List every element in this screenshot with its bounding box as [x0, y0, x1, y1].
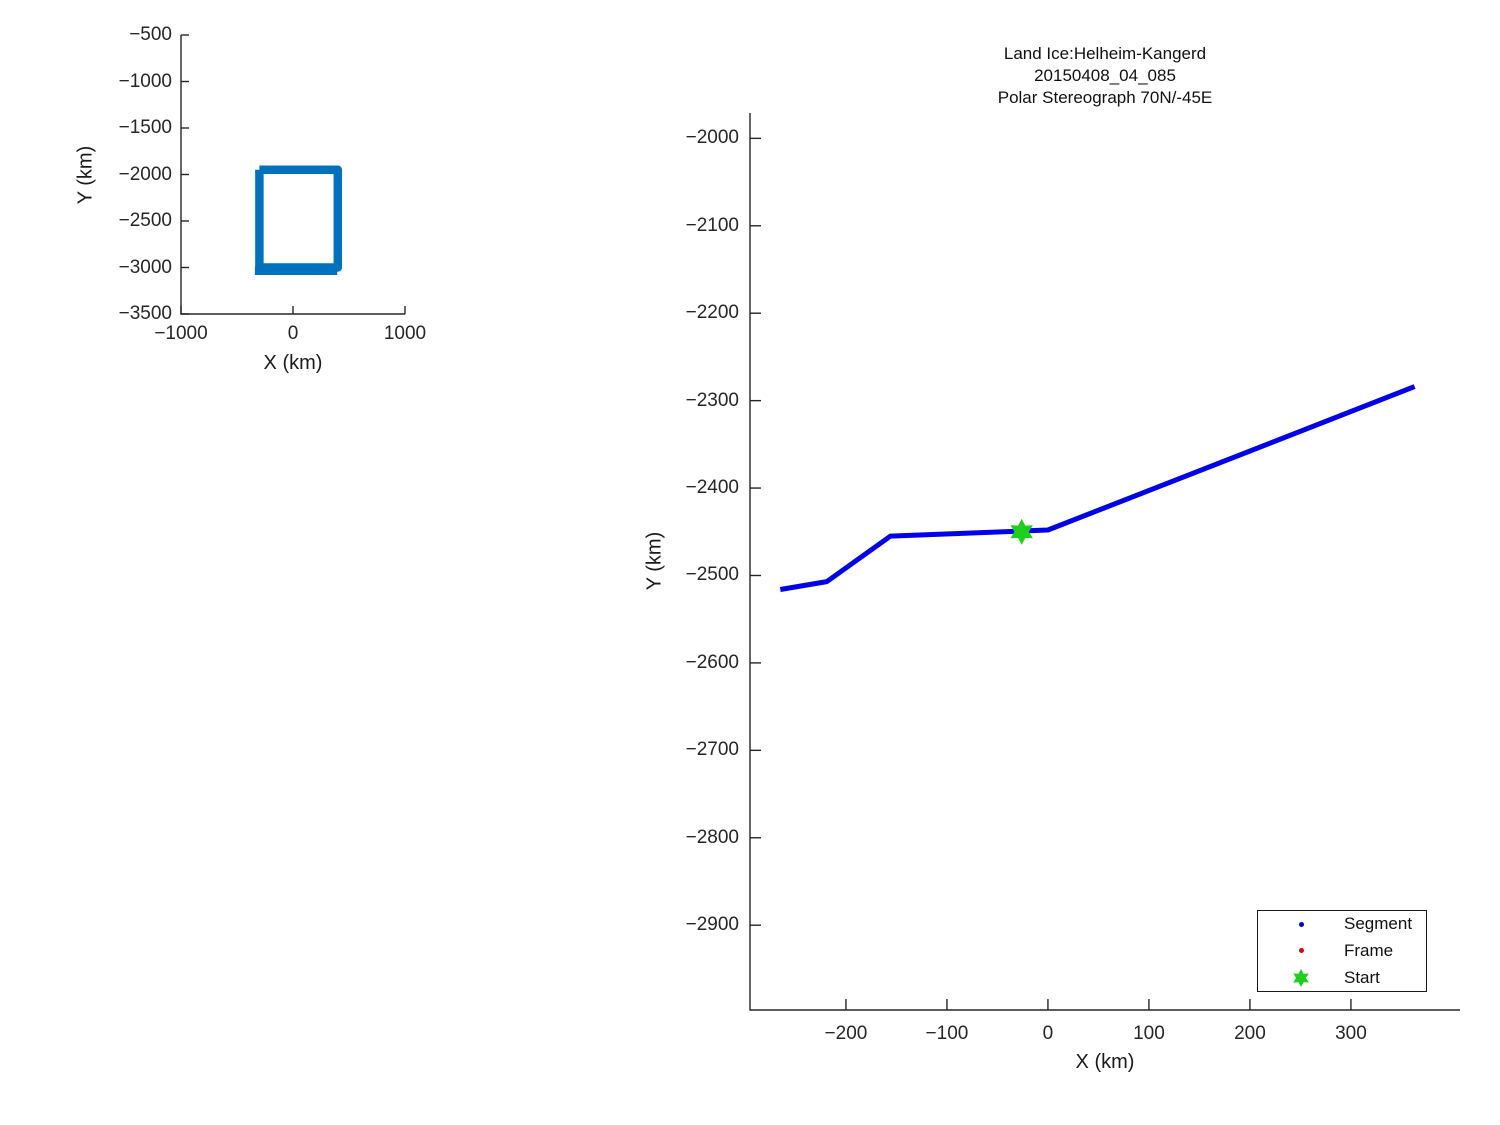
main-y-tick-label: −2700: [685, 739, 739, 761]
legend-label: Frame: [1344, 940, 1394, 960]
legend-row-segment: Segment: [1258, 911, 1426, 937]
overview-x-tick-label: 0: [287, 323, 299, 344]
overview-x-tick-label: 1000: [383, 323, 427, 344]
main-x-tick-label: −100: [925, 1023, 969, 1044]
overview-y-tick-label: −2500: [118, 210, 172, 231]
overview-yaxis-label: Y (km): [74, 145, 97, 205]
legend-row-start: Start: [1258, 965, 1426, 991]
main-y-tick-label: −2800: [685, 826, 739, 848]
legend-marker-dot-frame-icon: [1258, 948, 1344, 954]
overview-y-tick-label: −1000: [118, 70, 172, 92]
legend-label: Start: [1344, 967, 1380, 987]
overview-y-tick-label: −1500: [118, 117, 172, 138]
main-xaxis-label: X (km): [1075, 1051, 1135, 1073]
main-title-line-3: Polar Stereograph 70N/-45E: [997, 88, 1213, 107]
main-series-Segment: [779, 384, 1416, 592]
overview-y-tick-label: −500: [129, 24, 172, 45]
overview-y-tick-label: −3000: [118, 256, 172, 278]
main-x-tick-label: 100: [1133, 1023, 1165, 1044]
main-axes: [749, 113, 1460, 1011]
overview-y-tick-label: −2000: [118, 163, 172, 185]
main-x-tick-label: 200: [1234, 1023, 1266, 1044]
main-plot-title: Land Ice:Helheim-Kangerd 20150408_04_085…: [750, 43, 1460, 109]
main-title-line-2: 20150408_04_085: [1034, 66, 1176, 85]
frame-dot-icon: [1298, 948, 1304, 954]
main-title-line-1: Land Ice:Helheim-Kangerd: [1003, 44, 1207, 63]
main-y-tick-label: −2500: [685, 564, 739, 586]
start-marker: [1010, 518, 1033, 545]
legend-row-frame: Frame: [1258, 938, 1426, 964]
legend-marker-dot-segment-icon: [1258, 921, 1344, 927]
start-hexagram-icon: [1293, 968, 1309, 987]
main-x-tick-label: −200: [824, 1023, 868, 1044]
overview-series-coverage-box: [255, 165, 343, 272]
legend-box: Segment Frame Start: [1257, 910, 1427, 992]
overview-x-tick-label: −1000: [154, 323, 208, 344]
main-y-tick-label: −2000: [685, 127, 739, 149]
segment-dot-icon: [1298, 921, 1304, 927]
main-yaxis-label: Y (km): [643, 531, 666, 591]
main-y-tick-label: −2200: [685, 302, 739, 324]
overview-xaxis-label: X (km): [263, 352, 323, 374]
main-x-tick-label: 300: [1335, 1023, 1367, 1044]
main-y-tick-label: −2900: [685, 914, 739, 936]
overview-y-tick-label: −3500: [118, 303, 172, 324]
main-y-tick-label: −2600: [685, 651, 739, 673]
main-x-tick-label: 0: [1042, 1023, 1054, 1044]
main-y-tick-label: −2100: [685, 214, 739, 236]
legend-marker-hexagram-start-icon: [1258, 967, 1344, 989]
main-y-tick-label: −2400: [685, 477, 739, 499]
main-y-tick-label: −2300: [685, 389, 739, 411]
legend-label: Segment: [1344, 914, 1413, 934]
